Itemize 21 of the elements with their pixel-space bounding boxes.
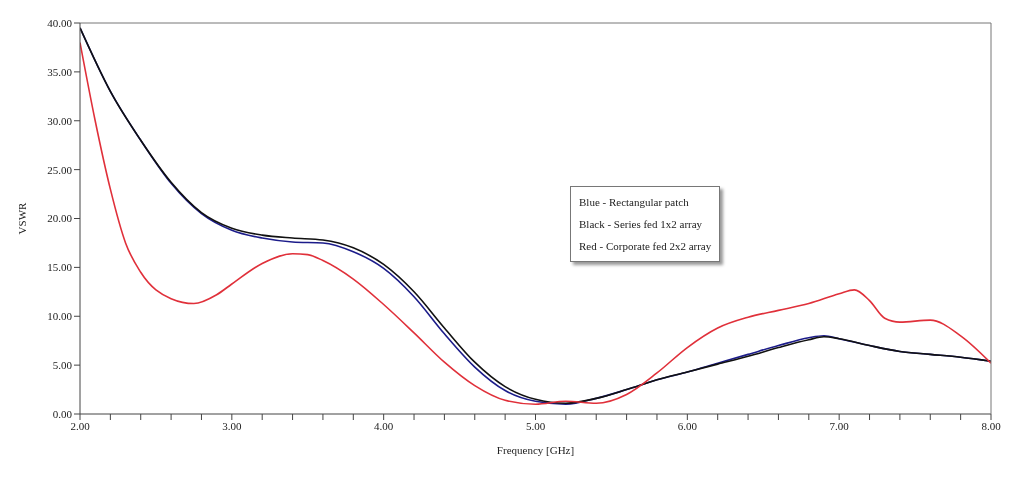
x-tick-label: 8.00 [981,419,1002,432]
x-tick-label: 4.00 [374,419,394,432]
y-tick-label: 20.00 [47,212,73,225]
x-axis-title: Frequency [GHz] [496,444,575,456]
y-tick-label: 30.00 [47,114,73,127]
y-tick-label: 25.00 [47,163,73,176]
y-tick-label: 0.00 [52,407,73,420]
y-tick-label: 35.00 [47,65,73,78]
y-tick-label: 40.00 [47,16,73,29]
x-tick-label: 3.00 [222,419,242,432]
x-tick-label: 5.00 [525,419,546,432]
annotation: Black - Series fed 1x2 array [579,217,704,232]
y-axis-title: VSWR [15,201,28,235]
y-tick-label: 10.00 [47,310,73,323]
annotation: Blue - Rectangular patch [579,195,690,210]
x-tick-label: 7.00 [829,419,850,432]
x-tick-label: 6.00 [677,419,698,432]
x-tick-label: 2.00 [70,419,91,432]
y-tick-label: 5.00 [52,359,73,372]
annotation: Red - Corporate fed 2x2 array [579,239,712,254]
y-tick-label: 15.00 [47,261,73,274]
